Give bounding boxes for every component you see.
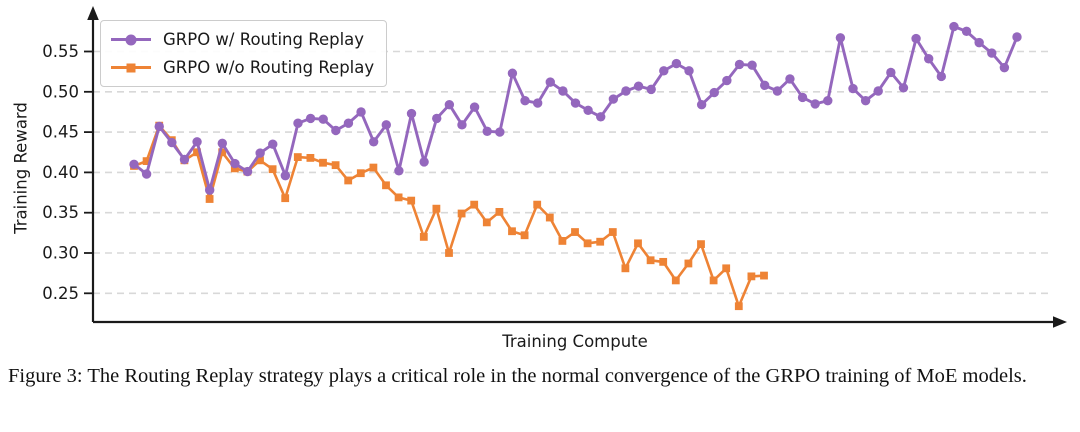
y-axis-title: Training Reward — [11, 102, 31, 234]
svg-text:0.45: 0.45 — [42, 123, 79, 142]
figure-caption: Figure 3: The Routing Replay strategy pl… — [8, 365, 1027, 387]
svg-text:0.55: 0.55 — [42, 42, 79, 61]
x-axis-title: Training Compute — [502, 332, 648, 351]
svg-text:0.35: 0.35 — [42, 203, 79, 222]
series-grpo-wo-routing-replay — [130, 121, 768, 311]
svg-text:0.30: 0.30 — [42, 244, 79, 263]
legend-line-circle-icon — [111, 33, 151, 47]
svg-text:0.25: 0.25 — [42, 284, 79, 303]
legend-item-with-routing-replay: GRPO w/ Routing Replay — [111, 27, 374, 52]
chart: 0.55 0.50 0.45 0.40 0.35 0.30 0.25 Training Re… — [11, 6, 1067, 351]
svg-text:0.40: 0.40 — [42, 163, 79, 182]
svg-text:0.50: 0.50 — [42, 82, 79, 101]
y-axis-ticks: 0.55 0.50 0.45 0.40 0.35 0.30 0.25 — [42, 42, 93, 303]
legend-line-square-icon — [111, 61, 151, 75]
series-grpo-w-routing-replay — [129, 21, 1022, 195]
axes — [87, 6, 1067, 328]
chart-canvas: 0.55 0.50 0.45 0.40 0.35 0.30 0.25 — [42, 6, 1067, 328]
chart-legend: GRPO w/ Routing Replay GRPO w/o Routing … — [100, 20, 388, 87]
legend-label: GRPO w/ Routing Replay — [163, 30, 365, 49]
legend-item-without-routing-replay: GRPO w/o Routing Replay — [111, 55, 374, 80]
legend-label: GRPO w/o Routing Replay — [163, 58, 375, 77]
